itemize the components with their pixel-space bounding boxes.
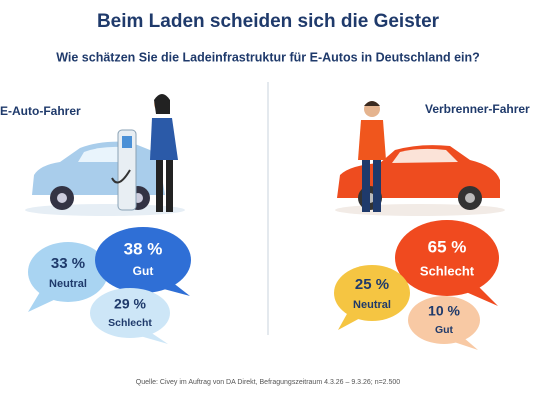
bubble: 38 % Gut — [95, 227, 191, 296]
bubble: 29 % Schlecht — [90, 288, 170, 344]
group-label: Verbrenner-Fahrer — [425, 102, 530, 116]
bubble-label: Gut — [133, 264, 154, 278]
bubble-label: Schlecht — [108, 317, 152, 329]
source: Quelle: Civey im Auftrag von DA Direkt, … — [136, 379, 401, 386]
bubble-label: Neutral — [49, 278, 87, 290]
bubble-value: 33 % — [51, 255, 85, 272]
bubble-value: 29 % — [114, 296, 146, 312]
bubble-value: 38 % — [124, 239, 163, 258]
group-label: E-Auto-Fahrer — [0, 104, 81, 118]
bubble: 33 % Neutral — [28, 242, 108, 312]
bubble-value: 65 % — [428, 237, 467, 256]
bubble-value: 10 % — [428, 303, 460, 319]
ev-scene — [25, 94, 185, 216]
bubble: 10 % Gut — [408, 296, 480, 350]
ice-scene — [335, 101, 505, 216]
bubble: 65 % Schlecht — [395, 220, 499, 306]
bubble-label: Schlecht — [420, 263, 475, 278]
bubble-label: Neutral — [353, 299, 391, 311]
bubble-label: Gut — [435, 324, 454, 336]
bubble: 25 % Neutral — [334, 265, 410, 330]
bubble-value: 25 % — [355, 276, 389, 293]
title: Beim Laden scheiden sich die Geister — [97, 11, 440, 32]
subtitle: Wie schätzen Sie die Ladeinfrastruktur f… — [56, 50, 480, 64]
